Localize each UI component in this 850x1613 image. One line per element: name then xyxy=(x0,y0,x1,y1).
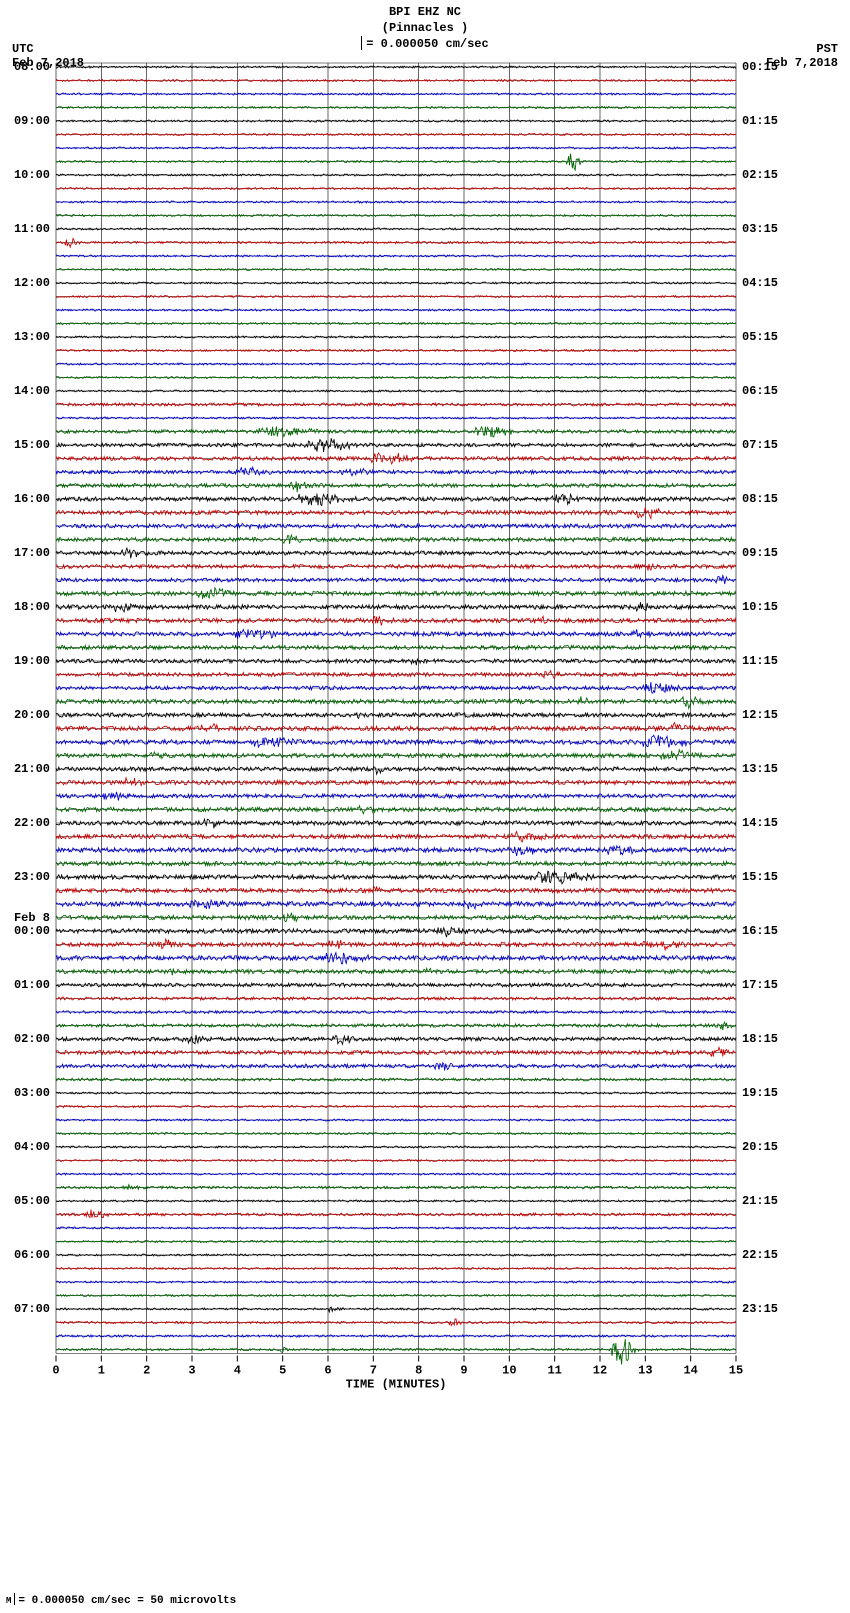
pst-hour-label: 13:15 xyxy=(742,762,778,776)
svg-text:3: 3 xyxy=(188,1364,195,1378)
title-line2: (Pinnacles ) xyxy=(4,20,846,36)
pst-hour-label: 08:15 xyxy=(742,492,778,506)
utc-hour-label: 05:00 xyxy=(4,1194,50,1208)
utc-hour-label: 17:00 xyxy=(4,546,50,560)
utc-hour-label: 23:00 xyxy=(4,870,50,884)
pst-hour-label: 05:15 xyxy=(742,330,778,344)
utc-hour-label: 08:00 xyxy=(4,60,50,74)
utc-hour-label: 18:00 xyxy=(4,600,50,614)
pst-hour-label: 23:15 xyxy=(742,1302,778,1316)
svg-text:6: 6 xyxy=(324,1364,331,1378)
utc-hour-label: 06:00 xyxy=(4,1248,50,1262)
utc-hour-label: 20:00 xyxy=(4,708,50,722)
svg-text:4: 4 xyxy=(234,1364,241,1378)
pst-hour-label: 14:15 xyxy=(742,816,778,830)
utc-hour-label: 21:00 xyxy=(4,762,50,776)
utc-hour-label: 04:00 xyxy=(4,1140,50,1154)
pst-hour-label: 02:15 xyxy=(742,168,778,182)
pst-hour-label: 01:15 xyxy=(742,114,778,128)
pst-hour-label: 03:15 xyxy=(742,222,778,236)
utc-hour-label: 11:00 xyxy=(4,222,50,236)
svg-text:2: 2 xyxy=(143,1364,150,1378)
svg-text:14: 14 xyxy=(683,1364,697,1378)
pst-hour-label: 00:15 xyxy=(742,60,778,74)
utc-hour-label: 03:00 xyxy=(4,1086,50,1100)
pst-hour-label: 21:15 xyxy=(742,1194,778,1208)
seismogram-container: UTC Feb 7,2018 PST Feb 7,2018 BPI EHZ NC… xyxy=(4,4,846,1609)
utc-hour-label: 15:00 xyxy=(4,438,50,452)
utc-hour-label: 02:00 xyxy=(4,1032,50,1046)
svg-text:1: 1 xyxy=(98,1364,105,1378)
pst-hour-label: 04:15 xyxy=(742,276,778,290)
scale-label: = 0.000050 cm/sec xyxy=(4,36,846,51)
utc-hour-label: 12:00 xyxy=(4,276,50,290)
tz-right: PST xyxy=(816,42,838,56)
pst-hour-label: 18:15 xyxy=(742,1032,778,1046)
pst-hour-label: 15:15 xyxy=(742,870,778,884)
seismogram-svg: 0123456789101112131415TIME (MINUTES) xyxy=(4,57,788,1403)
footer-bar-icon xyxy=(14,1593,15,1605)
utc-hour-label: 16:00 xyxy=(4,492,50,506)
svg-text:8: 8 xyxy=(415,1364,422,1378)
utc-hour-label: 10:00 xyxy=(4,168,50,182)
pst-hour-label: 11:15 xyxy=(742,654,778,668)
scale-bar-icon xyxy=(361,36,362,50)
title-line1: BPI EHZ NC xyxy=(4,4,846,20)
pst-hour-label: 17:15 xyxy=(742,978,778,992)
pst-hour-label: 22:15 xyxy=(742,1248,778,1262)
plot-area: 0123456789101112131415TIME (MINUTES)08:0… xyxy=(4,57,788,1403)
footer-scale: M= 0.000050 cm/sec = 50 microvolts xyxy=(6,1593,236,1607)
utc-hour-label: 00:00 xyxy=(4,924,50,938)
scale-text: = 0.000050 cm/sec xyxy=(366,37,488,51)
svg-text:15: 15 xyxy=(729,1364,743,1378)
utc-hour-label: 13:00 xyxy=(4,330,50,344)
svg-text:7: 7 xyxy=(370,1364,377,1378)
utc-hour-label: 14:00 xyxy=(4,384,50,398)
pst-hour-label: 20:15 xyxy=(742,1140,778,1154)
pst-hour-label: 06:15 xyxy=(742,384,778,398)
chart-title: BPI EHZ NC (Pinnacles ) xyxy=(4,4,846,36)
utc-hour-label: 01:00 xyxy=(4,978,50,992)
pst-hour-label: 10:15 xyxy=(742,600,778,614)
utc-hour-label: 19:00 xyxy=(4,654,50,668)
svg-text:12: 12 xyxy=(593,1364,607,1378)
utc-hour-label: Feb 8 xyxy=(4,911,50,925)
utc-hour-label: 22:00 xyxy=(4,816,50,830)
utc-hour-label: 09:00 xyxy=(4,114,50,128)
utc-hour-label: 07:00 xyxy=(4,1302,50,1316)
pst-hour-label: 09:15 xyxy=(742,546,778,560)
pst-hour-label: 07:15 xyxy=(742,438,778,452)
svg-text:TIME (MINUTES): TIME (MINUTES) xyxy=(346,1378,447,1392)
svg-text:5: 5 xyxy=(279,1364,286,1378)
svg-text:13: 13 xyxy=(638,1364,652,1378)
svg-text:0: 0 xyxy=(52,1364,59,1378)
svg-text:10: 10 xyxy=(502,1364,516,1378)
tz-left: UTC xyxy=(12,42,34,56)
svg-text:9: 9 xyxy=(460,1364,467,1378)
footer-text: = 0.000050 cm/sec = 50 microvolts xyxy=(18,1595,236,1607)
pst-hour-label: 16:15 xyxy=(742,924,778,938)
pst-hour-label: 19:15 xyxy=(742,1086,778,1100)
svg-text:11: 11 xyxy=(547,1364,561,1378)
pst-hour-label: 12:15 xyxy=(742,708,778,722)
